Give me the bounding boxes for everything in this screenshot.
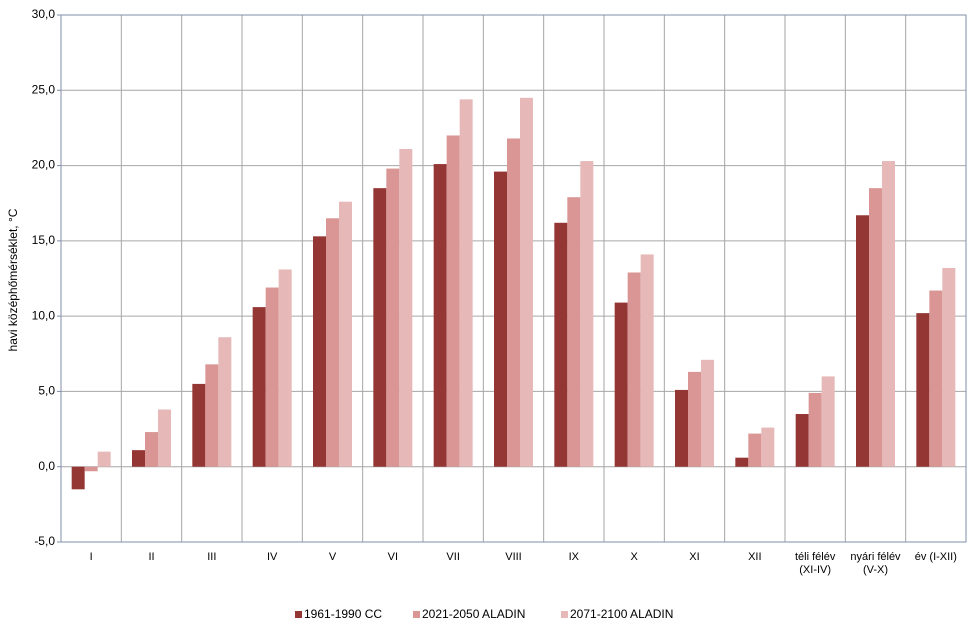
bar <box>688 371 701 467</box>
x-tick-label: XI <box>689 551 700 563</box>
y-tick-label: 0,0 <box>38 459 55 473</box>
bar <box>278 269 292 467</box>
y-tick-label: 20,0 <box>32 158 56 172</box>
legend-swatch <box>295 611 302 618</box>
y-tick-label: 10,0 <box>32 308 56 322</box>
legend-swatch <box>413 611 420 618</box>
bar <box>795 414 809 467</box>
bar <box>373 188 387 467</box>
bar <box>882 161 895 467</box>
x-tick-label: X <box>630 551 638 563</box>
bar <box>252 307 266 467</box>
x-tick-label: XII <box>748 551 762 563</box>
x-tick-label: nyári félév (V-X) <box>850 551 901 576</box>
x-tick-label: IX <box>568 551 580 563</box>
bar <box>761 427 775 467</box>
bar <box>433 164 447 467</box>
bar <box>84 466 98 472</box>
y-tick-label: 25,0 <box>32 82 56 96</box>
bar <box>192 383 206 467</box>
bar <box>71 466 85 490</box>
legend-label: 1961-1990 CC <box>304 607 382 621</box>
bar <box>158 409 171 467</box>
bar <box>929 290 943 467</box>
bar <box>580 161 594 467</box>
bar <box>701 359 714 467</box>
bar <box>507 138 520 467</box>
bar <box>399 149 413 467</box>
bar <box>554 222 568 467</box>
bar <box>808 392 822 467</box>
bar <box>675 389 688 467</box>
x-tick-label: III <box>207 551 217 563</box>
bar <box>459 99 473 467</box>
bar <box>132 450 145 467</box>
bar <box>97 451 111 467</box>
bar <box>735 457 749 467</box>
x-tick-label: téli félév (XI-IV) <box>794 551 836 576</box>
bar <box>326 218 339 467</box>
bar <box>821 376 835 467</box>
bar <box>856 215 869 467</box>
bar <box>446 135 460 467</box>
bar <box>205 364 219 467</box>
legend-swatch <box>561 611 568 618</box>
bar <box>627 272 641 467</box>
y-tick-label: -5,0 <box>34 534 55 548</box>
bar <box>386 168 400 467</box>
bar <box>869 188 882 467</box>
x-tick-label: I <box>89 551 93 563</box>
bar <box>748 433 762 467</box>
bar <box>313 236 326 467</box>
x-tick-label: IV <box>266 551 278 563</box>
bar <box>494 171 507 467</box>
bar <box>520 97 533 467</box>
plot-border <box>60 14 967 543</box>
bar <box>614 302 628 467</box>
bar <box>942 267 956 467</box>
x-tick-label: VIII <box>505 551 522 563</box>
legend-label: 2071-2100 ALADIN <box>570 607 673 621</box>
bar <box>145 432 158 467</box>
bar <box>218 337 232 467</box>
x-tick-label: II <box>148 551 155 563</box>
bar <box>265 287 279 467</box>
x-tick-label: V <box>328 551 337 563</box>
bar <box>339 201 352 467</box>
bar <box>640 254 654 467</box>
y-tick-label: 30,0 <box>32 7 56 21</box>
y-tick-label: 15,0 <box>32 233 56 247</box>
x-tick-label: év (I-XII) <box>914 551 957 563</box>
y-axis-label: havi középhőmérséklet, °C <box>6 208 20 351</box>
bar <box>916 313 930 467</box>
x-tick-label: VII <box>446 551 460 563</box>
bar <box>567 197 581 467</box>
x-tick-label: VI <box>387 551 399 563</box>
legend-label: 2021-2050 ALADIN <box>422 607 525 621</box>
y-tick-label: 5,0 <box>38 384 55 398</box>
